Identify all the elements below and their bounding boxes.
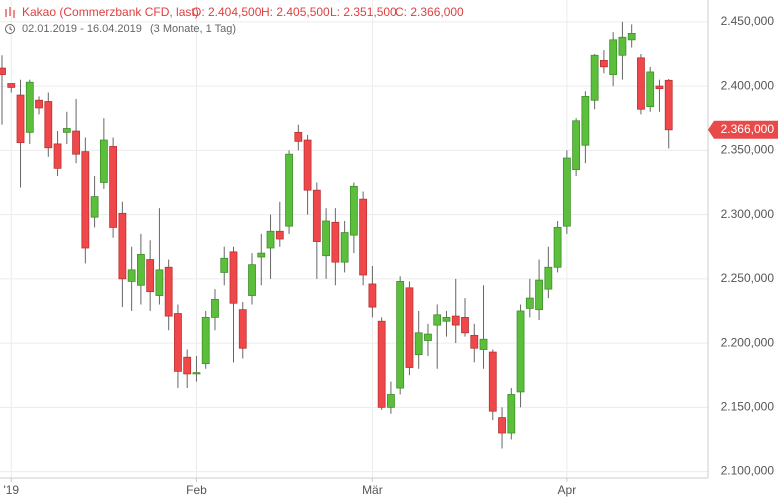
candle-body bbox=[424, 333, 432, 341]
candle-body bbox=[331, 221, 340, 263]
candle-body bbox=[44, 101, 53, 149]
candle-body bbox=[275, 230, 284, 240]
candle-body bbox=[183, 356, 192, 375]
date-range: 02.01.2019 - 16.04.2019 bbox=[22, 23, 142, 35]
low-value: L: 2.351,500 bbox=[330, 5, 397, 19]
candle-body bbox=[581, 95, 590, 146]
candle-body bbox=[303, 139, 312, 191]
candle-body bbox=[229, 251, 238, 304]
price-badge bbox=[708, 120, 778, 139]
candle-body bbox=[109, 146, 118, 228]
candle-body bbox=[136, 254, 145, 286]
candle-body bbox=[349, 185, 358, 236]
candle-body bbox=[127, 269, 136, 282]
candle-body bbox=[600, 59, 608, 68]
date-span: (3 Monate, 1 Tag) bbox=[150, 23, 236, 35]
candle-body bbox=[396, 281, 405, 389]
candle-body bbox=[16, 94, 25, 144]
candle-body bbox=[266, 230, 275, 249]
candle-body bbox=[90, 196, 99, 218]
candle-body bbox=[516, 310, 525, 393]
candle-body bbox=[164, 266, 173, 317]
candle-body bbox=[201, 316, 210, 365]
x-tick-label: Mär bbox=[362, 483, 383, 497]
candle-body bbox=[285, 153, 293, 227]
candle-body bbox=[62, 128, 71, 133]
candle-body bbox=[174, 313, 182, 372]
candle-body bbox=[377, 320, 386, 408]
close-value: C: 2.366,000 bbox=[395, 5, 464, 19]
candle-body bbox=[405, 287, 414, 368]
y-tick-label: 2.350,000 bbox=[721, 143, 775, 157]
candle-body bbox=[81, 151, 90, 249]
y-tick-label: 2.400,000 bbox=[721, 78, 775, 92]
y-tick-label: 2.450,000 bbox=[721, 14, 775, 28]
candle-body bbox=[572, 120, 581, 171]
candle-body bbox=[238, 309, 247, 349]
candle-body bbox=[562, 157, 571, 227]
candle-body bbox=[525, 297, 534, 309]
candle-body bbox=[118, 212, 127, 280]
candle-body bbox=[609, 39, 618, 75]
candle-body bbox=[211, 298, 219, 318]
candle-body bbox=[637, 57, 645, 110]
candle-body bbox=[627, 33, 636, 41]
candle-body bbox=[35, 99, 43, 109]
candle-body bbox=[590, 54, 599, 101]
candle-body bbox=[248, 264, 256, 296]
candle-body bbox=[470, 334, 479, 349]
candle-body bbox=[192, 372, 201, 375]
candle-body bbox=[387, 394, 395, 408]
x-tick-label: Apr bbox=[558, 483, 577, 497]
candle-body bbox=[146, 259, 155, 293]
y-tick-label: 2.100,000 bbox=[721, 464, 775, 478]
instrument-title: Kakao (Commerzbank CFD, last) bbox=[22, 5, 199, 19]
candle-body bbox=[553, 227, 562, 268]
candle-body bbox=[488, 351, 497, 412]
candle-body bbox=[655, 85, 664, 90]
candle-body bbox=[294, 131, 303, 142]
open-value: O: 2.404,500 bbox=[192, 5, 262, 19]
high-value: H: 2.405,500 bbox=[261, 5, 330, 19]
candle-body bbox=[451, 315, 460, 326]
candle-body bbox=[220, 257, 229, 273]
candle-body bbox=[414, 332, 423, 356]
candle-body bbox=[618, 36, 627, 56]
candle-body bbox=[433, 314, 442, 326]
candle-body bbox=[498, 417, 506, 434]
candle-body bbox=[0, 67, 6, 75]
candle-body bbox=[646, 71, 655, 108]
candle-body bbox=[99, 139, 108, 183]
y-tick-label: 2.150,000 bbox=[721, 399, 775, 413]
y-tick-label: 2.250,000 bbox=[721, 271, 775, 285]
candle-body bbox=[359, 198, 368, 276]
candle-body bbox=[155, 269, 164, 296]
x-tick-label: '19 bbox=[3, 483, 19, 497]
candle-body bbox=[507, 394, 516, 434]
candle-body bbox=[664, 79, 673, 131]
chart-icon bbox=[5, 7, 15, 18]
candle-body bbox=[442, 316, 451, 322]
clock-icon bbox=[5, 24, 15, 34]
candle-body bbox=[7, 83, 16, 88]
price-badge-label: 2.366,000 bbox=[721, 122, 775, 136]
header: Kakao (Commerzbank CFD, last) O: 2.404,5… bbox=[5, 5, 464, 35]
candle-body bbox=[535, 279, 543, 311]
candle-body bbox=[461, 316, 469, 334]
y-tick-label: 2.200,000 bbox=[721, 335, 775, 349]
candle-body bbox=[312, 189, 321, 242]
candle-body bbox=[53, 143, 62, 169]
y-tick-label: 2.300,000 bbox=[721, 207, 775, 221]
candle-body bbox=[257, 252, 266, 258]
candle-body bbox=[368, 283, 377, 308]
candle-body bbox=[544, 266, 553, 290]
x-tick-label: Feb bbox=[186, 483, 207, 497]
candle-body bbox=[340, 232, 349, 263]
candle-body bbox=[479, 338, 488, 350]
candle-body bbox=[25, 81, 34, 133]
candle-body bbox=[72, 130, 80, 155]
candle-body bbox=[322, 220, 331, 257]
